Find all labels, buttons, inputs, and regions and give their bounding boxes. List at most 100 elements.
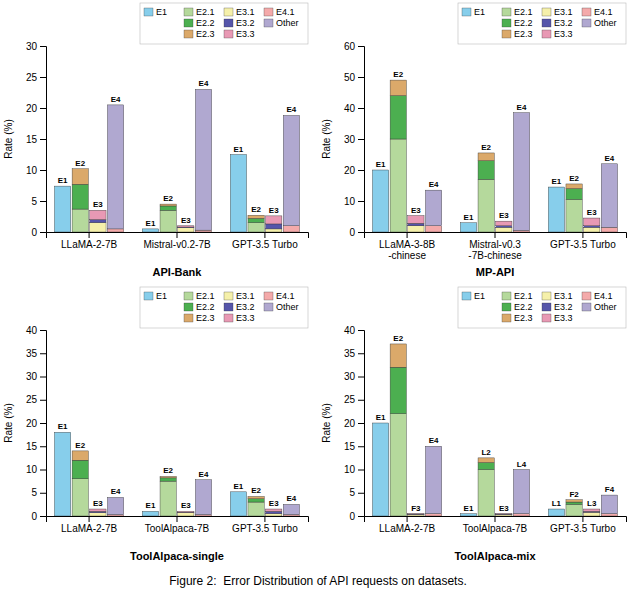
- x-tick-label: GPT-3.5 Turbo: [232, 523, 298, 534]
- y-tick-mark: [40, 493, 46, 494]
- bar-segment: [160, 204, 176, 206]
- annotations: E1E1E1E2E2E2E3E3E3E4E4E4: [58, 422, 297, 510]
- bar-segment: [566, 502, 582, 504]
- legend-item: E2.1: [184, 7, 215, 17]
- legend-swatch: [264, 303, 273, 311]
- y-tick-label: 5: [349, 487, 355, 498]
- y-tick-label: 35: [26, 348, 38, 359]
- x-tick-label: GPT-3.5 Turbo: [550, 239, 616, 250]
- bar-annotation: E3: [587, 208, 597, 217]
- bar-segment: [390, 96, 406, 139]
- bar-segment: [460, 223, 476, 232]
- legend-label: E1: [156, 291, 167, 301]
- bar-segment: [408, 514, 424, 515]
- bar-annotation: E2: [75, 159, 85, 168]
- bar-segment: [283, 226, 299, 232]
- bar-segment: [195, 230, 211, 232]
- legend-label: E2.1: [514, 7, 533, 17]
- legend-label: E4.1: [594, 7, 613, 17]
- bar-segment: [248, 223, 264, 232]
- legend-swatch: [542, 30, 551, 38]
- legend-swatch: [224, 30, 233, 38]
- legend-swatch: [502, 292, 511, 300]
- legend-item: E3.3: [542, 29, 573, 39]
- legend-item: E4.1: [582, 291, 613, 301]
- x-tick-label: LLaMA-2-7B: [379, 523, 435, 534]
- bar-annotation: E4: [111, 487, 121, 496]
- y-tick-mark: [358, 139, 364, 140]
- bar-segment: [283, 504, 299, 514]
- x-tick-label: ToolAlpaca-7B: [145, 523, 210, 534]
- x-tick-mark: [582, 232, 583, 238]
- legend-item: E1: [462, 291, 485, 301]
- legend-swatch: [462, 292, 471, 300]
- x-tick: LLaMA-2-7B: [379, 516, 435, 534]
- legend-swatch: [184, 30, 193, 38]
- legend-swatch: [582, 303, 591, 311]
- y-tick-label: 15: [344, 441, 356, 452]
- y-tick-label: 40: [344, 103, 356, 114]
- legend-item: E2.1: [502, 291, 533, 301]
- bar-segment: [566, 184, 582, 189]
- legend-item: E2.1: [502, 7, 533, 17]
- bar-segment: [584, 512, 600, 516]
- y-tick: 40: [344, 103, 364, 114]
- bar-annotation: E2: [393, 70, 403, 79]
- x-tick: LLaMA-2-7B: [61, 232, 117, 250]
- bar-segment: [425, 190, 441, 226]
- bar-segment: [72, 460, 88, 479]
- y-tick-label: 0: [349, 511, 355, 522]
- y-tick-label: 5: [31, 196, 37, 207]
- bar-segment: [478, 458, 494, 463]
- bar-segment: [601, 514, 617, 516]
- legend-swatch: [184, 314, 193, 322]
- bar-segment: [478, 153, 494, 161]
- bar-segment: [90, 220, 106, 223]
- legend-swatch: [582, 19, 591, 27]
- bar-annotation: F3: [411, 504, 421, 513]
- legend-swatch: [264, 8, 273, 16]
- y-tick: 5: [31, 487, 46, 498]
- y-axis-line: [40, 47, 47, 233]
- x-tick: LLaMA-2-7B: [61, 516, 117, 534]
- y-tick: 10: [26, 464, 46, 475]
- y-tick-label: 20: [26, 103, 38, 114]
- bar-annotation: E1: [464, 504, 474, 513]
- legend-swatch: [184, 19, 193, 27]
- legend-label: E3.3: [236, 29, 255, 39]
- bar-segment: [248, 496, 264, 498]
- bar-segment: [496, 226, 512, 228]
- legend-item: Other: [582, 302, 617, 312]
- y-tick-mark: [358, 330, 364, 331]
- y-tick: 30: [344, 134, 364, 145]
- legend-item: E2.3: [184, 29, 215, 39]
- bar-segment: [142, 511, 158, 516]
- y-tick-label: 10: [26, 165, 38, 176]
- bar-segment: [513, 113, 529, 231]
- bars: [372, 80, 617, 232]
- y-tick: 20: [26, 103, 46, 114]
- bar-segment: [566, 189, 582, 200]
- bar-annotation: E2: [569, 174, 579, 183]
- x-tick-label: Mistral-v0.2-7B: [143, 239, 211, 250]
- y-tick-label: 20: [344, 418, 356, 429]
- bar-annotation: E3: [499, 504, 509, 513]
- y-tick: 25: [26, 394, 46, 405]
- legend-label: E2.3: [196, 29, 215, 39]
- x-tick-mark: [177, 516, 178, 522]
- legend-label: E2.1: [514, 291, 533, 301]
- x-tick-label-line: LLaMA-2-7B: [61, 523, 117, 534]
- legend-item: E3.1: [224, 7, 255, 17]
- y-tick-label: 30: [344, 371, 356, 382]
- legend-swatch: [224, 19, 233, 27]
- legend-swatch: [144, 8, 153, 16]
- x-tick-label-line: LLaMA-2-7B: [379, 523, 435, 534]
- bar-annotation: E1: [58, 422, 68, 431]
- legend-swatch: [502, 30, 511, 38]
- x-tick-mark: [264, 516, 265, 522]
- bar-annotation: E2: [251, 205, 261, 214]
- subplot: E1E1L1E2L2F2F3E3L3E4L4F40510152025303540…: [321, 287, 627, 562]
- figure: E1E1E1E2E2E2E3E3E3E4E4E4 0 5 10 15 20 25 30 LLaM…: [0, 0, 636, 592]
- bar-segment: [584, 509, 600, 511]
- y-tick-label: 50: [344, 72, 356, 83]
